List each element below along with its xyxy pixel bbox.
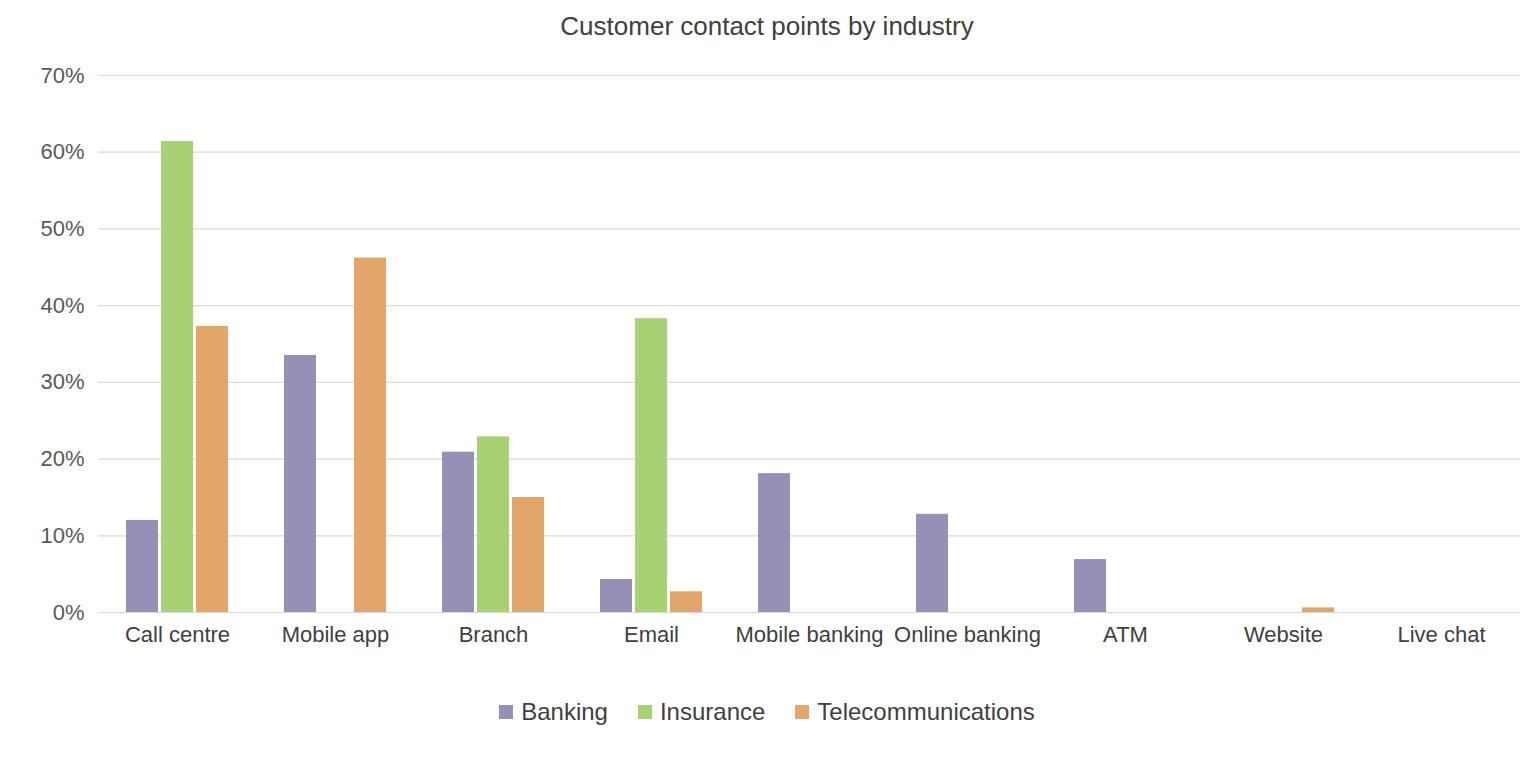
html-text:Customer contact points by ind: Customer contact points by industry xyxy=(560,11,974,41)
html-text:Telecommunications: Telecommunications xyxy=(817,698,1035,725)
svg-text:Call centre: Call centre xyxy=(125,622,230,647)
svg-text:Email: Email xyxy=(624,622,679,647)
svg-text:Mobile banking: Mobile banking xyxy=(736,622,884,647)
svg-text:20%: 20% xyxy=(40,446,84,471)
svg-text:0%: 0% xyxy=(53,600,85,625)
svg-text:10%: 10% xyxy=(40,523,84,548)
html-text:Insurance: Insurance xyxy=(659,698,766,725)
svg-text:50%: 50% xyxy=(40,216,84,241)
svg-text:ATM: ATM xyxy=(1103,622,1148,647)
svg-text:Mobile app: Mobile app xyxy=(282,622,390,647)
svg-text:30%: 30% xyxy=(40,369,84,394)
svg-text:60%: 60% xyxy=(40,139,84,164)
svg-text:Website: Website xyxy=(1244,622,1323,647)
svg-text:Branch: Branch xyxy=(459,622,529,647)
svg-text:40%: 40% xyxy=(40,293,84,318)
svg-text:70%: 70% xyxy=(40,63,84,88)
svg-text:Live chat: Live chat xyxy=(1397,622,1485,647)
html-text:Banking: Banking xyxy=(521,698,608,725)
svg-text:Online banking: Online banking xyxy=(894,622,1041,647)
